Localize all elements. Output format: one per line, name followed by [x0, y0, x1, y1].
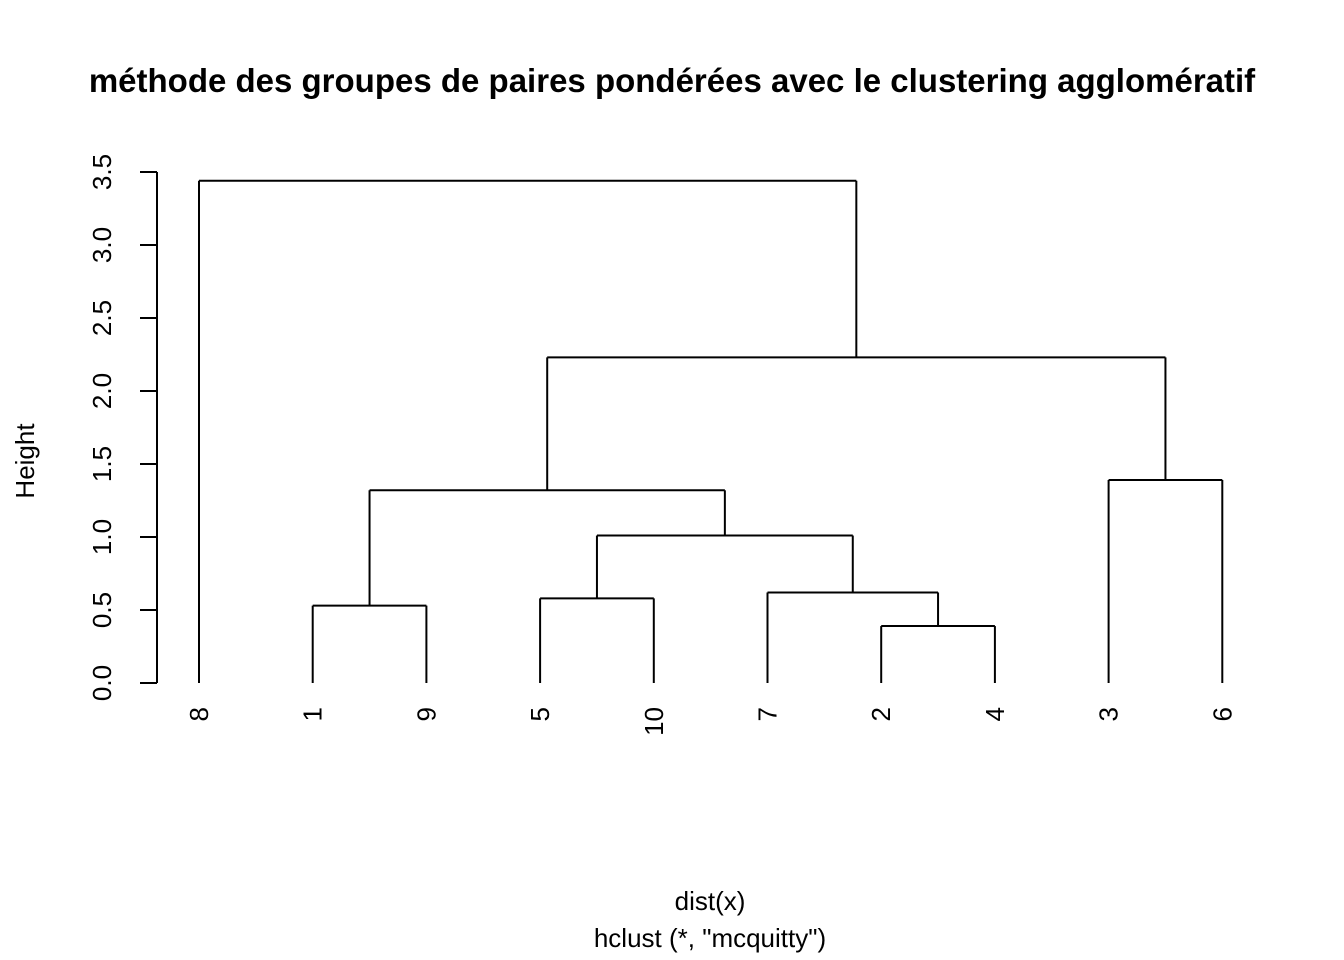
leaf-label-8: 8 — [184, 707, 214, 721]
leaf-label-5: 5 — [525, 707, 555, 721]
y-axis-label: Height — [10, 423, 40, 499]
leaf-label-10: 10 — [639, 707, 669, 736]
y-tick-label: 1.0 — [87, 519, 117, 555]
y-axis: 0.0 0.5 1.0 1.5 2.0 2.5 3.0 3.5 — [87, 154, 158, 701]
chart-title: méthode des groupes de paires pondérées … — [89, 62, 1256, 99]
y-tick-label: 3.5 — [87, 154, 117, 190]
leaf-label-2: 2 — [866, 707, 896, 721]
dendrogram-links — [198, 179, 1224, 683]
y-tick-label: 0.5 — [87, 592, 117, 628]
leaf-label-3: 3 — [1094, 707, 1124, 721]
x-axis-label: dist(x) — [675, 886, 746, 916]
leaf-label-9: 9 — [411, 707, 441, 721]
leaf-label-4: 4 — [980, 707, 1010, 721]
leaf-labels: 8 1 9 5 10 7 2 4 3 6 — [184, 707, 1237, 736]
y-tick-label: 3.0 — [87, 227, 117, 263]
method-sublabel: hclust (*, "mcquitty") — [594, 923, 826, 953]
leaf-label-7: 7 — [753, 707, 783, 721]
y-tick-label: 2.0 — [87, 373, 117, 409]
leaf-label-6: 6 — [1207, 707, 1237, 721]
leaf-label-1: 1 — [298, 707, 328, 721]
y-tick-label: 2.5 — [87, 300, 117, 336]
y-tick-label: 1.5 — [87, 446, 117, 482]
y-tick-label: 0.0 — [87, 665, 117, 701]
